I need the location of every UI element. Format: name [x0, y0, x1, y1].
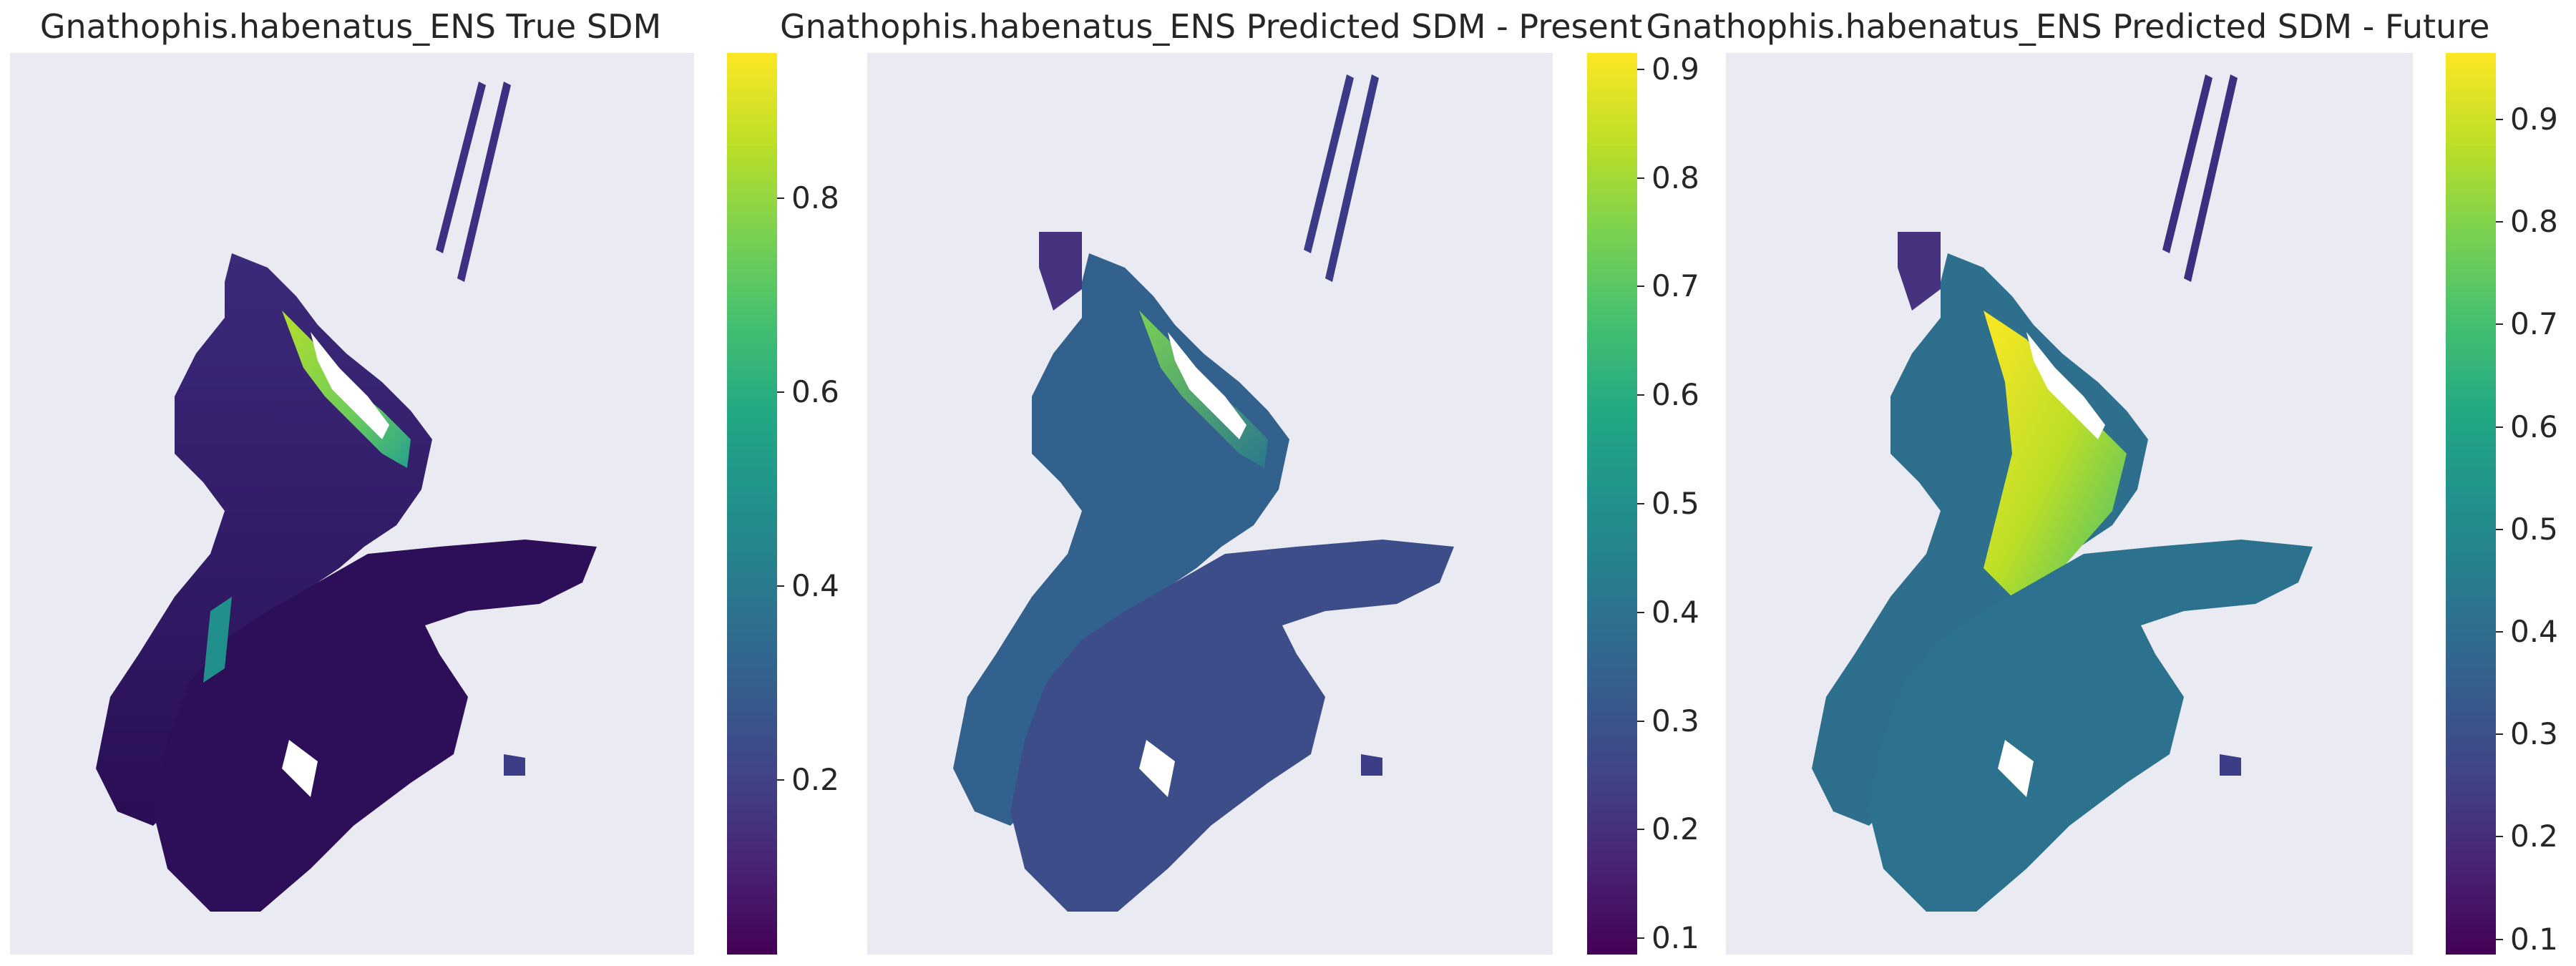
- colorbar-tick-label: 0.1: [1652, 920, 1699, 956]
- colorbar-tick-mark: [1637, 68, 1644, 70]
- colorbar-tick-mark: [777, 391, 784, 394]
- colorbar-tick-mark: [2496, 119, 2503, 121]
- colorbar-tick-mark: [777, 197, 784, 200]
- panel-3-colorbar: 0.1 0.2 0.3 0.4 0.5 0.6 0.7 0.8 0.9: [2446, 53, 2558, 957]
- panel-3-colorbar-gradient: [2446, 53, 2496, 955]
- colorbar-tick-label: 0.5: [1652, 486, 1699, 521]
- colorbar-tick-label: 0.4: [1652, 594, 1699, 630]
- colorbar-tick-label: 0.6: [2510, 409, 2558, 444]
- panel-1-title: Gnathophis.habenatus_ENS True SDM: [39, 7, 662, 46]
- colorbar-tick-label: 0.7: [1652, 268, 1699, 304]
- colorbar-tick-label: 0.2: [1652, 811, 1699, 847]
- colorbar-tick-label: 0.4: [791, 568, 839, 604]
- panel-1-colorbar-gradient: [727, 53, 777, 955]
- colorbar-tick-mark: [2496, 733, 2503, 736]
- colorbar-tick-label: 0.8: [791, 180, 839, 216]
- colorbar-tick-mark: [1637, 286, 1644, 288]
- colorbar-tick-label: 0.1: [2510, 921, 2558, 957]
- colorbar-tick-label: 0.5: [2510, 511, 2558, 547]
- panel-3-map: [1726, 53, 2413, 955]
- colorbar-tick-mark: [2496, 323, 2503, 326]
- colorbar-tick-label: 0.2: [2510, 819, 2558, 854]
- colorbar-tick-mark: [1637, 829, 1644, 831]
- colorbar-tick-label: 0.6: [791, 374, 839, 410]
- colorbar-tick-label: 0.2: [791, 762, 839, 798]
- colorbar-tick-mark: [1637, 937, 1644, 940]
- panel-1-map: [10, 53, 694, 955]
- colorbar-tick-label: 0.4: [2510, 613, 2558, 649]
- colorbar-tick-mark: [2496, 528, 2503, 530]
- colorbar-tick-label: 0.9: [2510, 102, 2558, 137]
- colorbar-tick-mark: [1637, 394, 1644, 396]
- colorbar-tick-label: 0.6: [1652, 377, 1699, 413]
- panel-2-colorbar: 0.1 0.2 0.3 0.4 0.5 0.6 0.7 0.8 0.9: [1587, 52, 1699, 955]
- colorbar-tick-mark: [2496, 221, 2503, 223]
- colorbar-tick-label: 0.8: [2510, 204, 2558, 240]
- panel-1-landmass: [96, 82, 597, 912]
- colorbar-tick-mark: [2496, 938, 2503, 940]
- panel-2-landmass: [953, 74, 1454, 912]
- colorbar-tick-mark: [777, 585, 784, 587]
- panel-1-colorbar: 0.2 0.4 0.6 0.8: [727, 53, 839, 955]
- colorbar-tick-mark: [1637, 720, 1644, 722]
- panel-2-map-svg: [953, 74, 1454, 912]
- colorbar-tick-mark: [777, 779, 784, 781]
- panel-3-title: Gnathophis.habenatus_ENS Predicted SDM -…: [1646, 7, 2490, 46]
- panel-2-title: Gnathophis.habenatus_ENS Predicted SDM -…: [780, 7, 1642, 46]
- colorbar-tick-label: 0.9: [1652, 51, 1699, 87]
- colorbar-tick-label: 0.7: [2510, 306, 2558, 342]
- colorbar-tick-mark: [1637, 503, 1644, 504]
- panel-3-landmass: [1812, 74, 2313, 912]
- panel-2-map: [867, 53, 1553, 955]
- colorbar-tick-mark: [2496, 836, 2503, 838]
- colorbar-tick-mark: [1637, 177, 1644, 179]
- panel-1-map-svg: [96, 82, 597, 912]
- colorbar-tick-mark: [1637, 611, 1644, 613]
- panel-2-colorbar-gradient: [1587, 53, 1637, 955]
- colorbar-tick-label: 0.3: [1652, 703, 1699, 738]
- colorbar-tick-label: 0.8: [1652, 160, 1699, 195]
- panel-3-map-svg: [1812, 74, 2313, 912]
- colorbar-tick-mark: [2496, 426, 2503, 428]
- colorbar-tick-label: 0.3: [2510, 716, 2558, 752]
- colorbar-tick-mark: [2496, 630, 2503, 633]
